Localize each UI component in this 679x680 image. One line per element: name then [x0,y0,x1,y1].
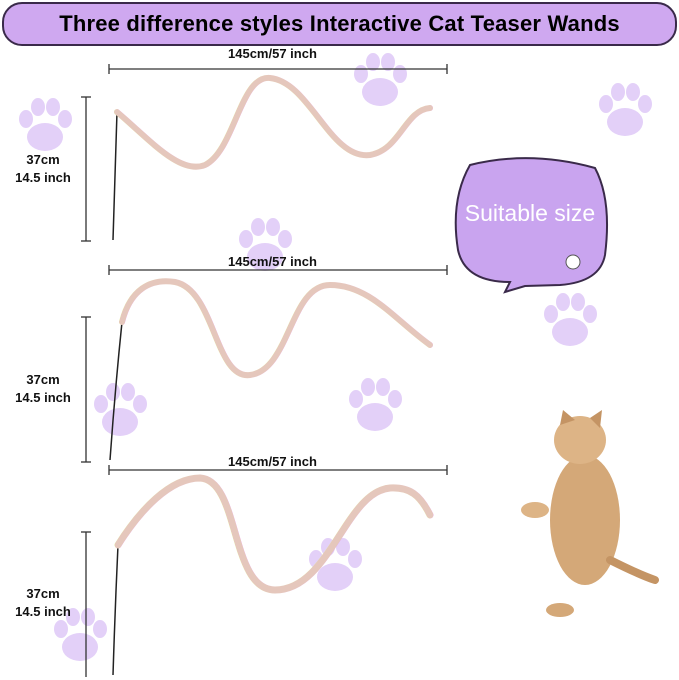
height-cm: 37cm [26,372,60,387]
paw-decorations [19,53,652,661]
height-inch: 14.5 inch [15,390,71,405]
height-label-3: 37cm 14.5 inch [3,585,83,621]
wand-2 [109,278,433,461]
cat-photo [521,410,659,617]
speech-bubble [454,157,609,294]
height-cm: 37cm [26,152,60,167]
length-label-2: 145cm/57 inch [228,254,317,269]
bubble-text: Suitable size [464,200,596,226]
length-label-3: 145cm/57 inch [228,454,317,469]
height-label-2: 37cm 14.5 inch [3,371,83,407]
wand-1 [112,75,433,241]
height-label-1: 37cm 14.5 inch [3,151,83,187]
measure-lines [81,64,448,677]
height-inch: 14.5 inch [15,170,71,185]
length-label-1: 145cm/57 inch [228,46,317,61]
page-title: Three difference styles Interactive Cat … [2,2,677,46]
height-inch: 14.5 inch [15,604,71,619]
wand-3 [112,474,434,676]
height-cm: 37cm [26,586,60,601]
